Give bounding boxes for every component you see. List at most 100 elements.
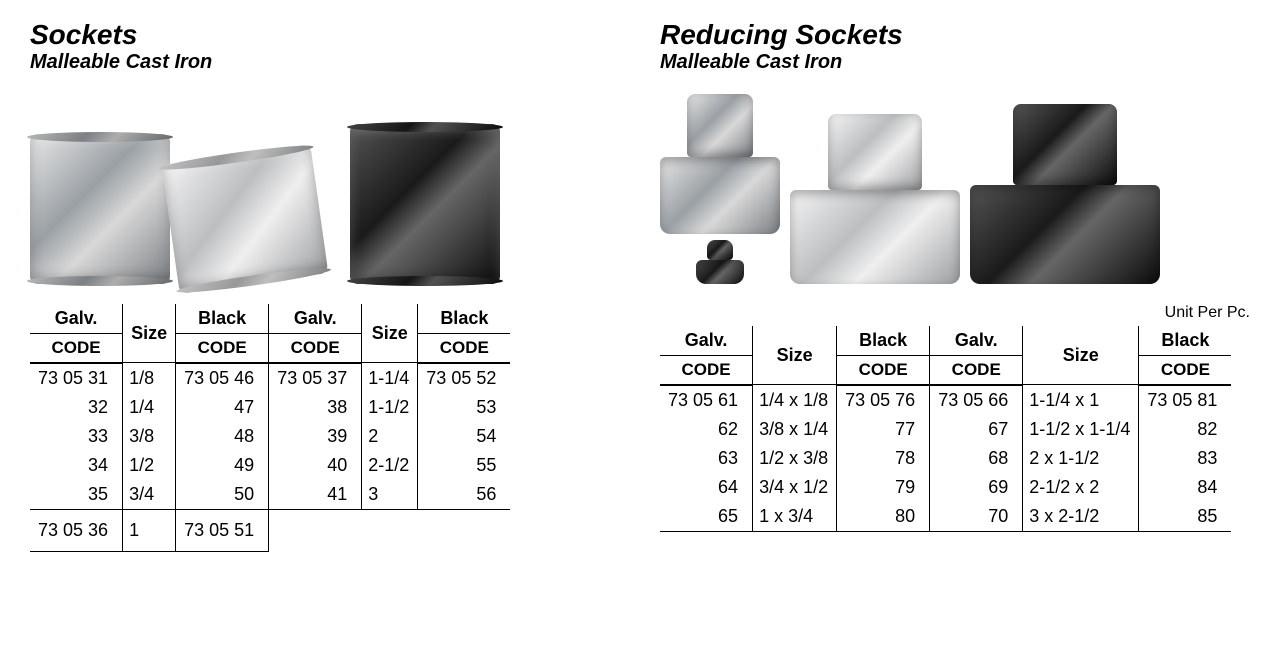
- cell-size: 1-1/4: [362, 363, 418, 393]
- table-row: 643/4 x 1/279692-1/2 x 284: [660, 473, 1231, 502]
- col-size-1: Size: [753, 326, 837, 385]
- col-black-1: Black: [176, 304, 269, 334]
- col-size-1: Size: [123, 304, 176, 363]
- cell-size: 1-1/2: [362, 393, 418, 422]
- cell-galv: 39: [269, 422, 362, 451]
- cell-size: 3: [362, 480, 418, 510]
- cell-galv: 73 05 66: [930, 385, 1023, 415]
- table-row: 353/45041356: [30, 480, 510, 510]
- col-galv-1: Galv.: [660, 326, 753, 356]
- cell-galv: 73 05 37: [269, 363, 362, 393]
- reducer-small-image: [696, 240, 744, 284]
- cell-galv: 65: [660, 502, 753, 532]
- cell-galv: 67: [930, 415, 1023, 444]
- code-label: CODE: [660, 355, 753, 385]
- reducing-title: Reducing Sockets: [660, 20, 1250, 51]
- cell-galv: 32: [30, 393, 123, 422]
- cell-black: 77: [837, 415, 930, 444]
- cell-galv: 34: [30, 451, 123, 480]
- cell-black: 47: [176, 393, 269, 422]
- cell-black: 79: [837, 473, 930, 502]
- table-row-extra: 73 05 36 1 73 05 51: [30, 509, 510, 551]
- col-size-2: Size: [1023, 326, 1139, 385]
- cell-galv: 41: [269, 480, 362, 510]
- cell-black: 82: [1139, 415, 1232, 444]
- cell-size: 1-1/2 x 1-1/4: [1023, 415, 1139, 444]
- cell-size: 1 x 3/4: [753, 502, 837, 532]
- code-label: CODE: [1139, 355, 1232, 385]
- table-row: 333/84839254: [30, 422, 510, 451]
- cell-galv: 38: [269, 393, 362, 422]
- socket-black-image: [350, 124, 500, 284]
- cell-black: 56: [418, 480, 511, 510]
- cell-size: 3/4 x 1/2: [753, 473, 837, 502]
- cell-black: 73 05 52: [418, 363, 511, 393]
- col-galv-1: Galv.: [30, 304, 123, 334]
- cell-black: 80: [837, 502, 930, 532]
- cell-black: 50: [176, 480, 269, 510]
- reducing-sockets-section: Reducing Sockets Malleable Cast Iron Uni…: [660, 20, 1250, 633]
- cell-size: 1/2 x 3/8: [753, 444, 837, 473]
- cell-size: 2: [362, 422, 418, 451]
- cell-size: 3 x 2-1/2: [1023, 502, 1139, 532]
- sockets-rows: 73 05 311/873 05 4673 05 371-1/473 05 52…: [30, 363, 510, 510]
- cell-black: 84: [1139, 473, 1232, 502]
- col-size-2: Size: [362, 304, 418, 363]
- code-label: CODE: [930, 355, 1023, 385]
- cell-size: 1/4 x 1/8: [753, 385, 837, 415]
- reducing-table: Galv. Size Black Galv. Size Black CODE C…: [660, 326, 1231, 532]
- code-label: CODE: [418, 333, 511, 363]
- cell-size: 3/4: [123, 480, 176, 510]
- table-row: 651 x 3/480703 x 2-1/285: [660, 502, 1231, 532]
- cell-black: 73 05 46: [176, 363, 269, 393]
- cell-black: 73 05 76: [837, 385, 930, 415]
- cell-black: 54: [418, 422, 511, 451]
- cell-size: 3/8 x 1/4: [753, 415, 837, 444]
- cell-galv: 70: [930, 502, 1023, 532]
- cell-black: 73 05 51: [176, 509, 269, 551]
- cell-black: 48: [176, 422, 269, 451]
- cell-size: 1-1/4 x 1: [1023, 385, 1139, 415]
- cell-galv: 40: [269, 451, 362, 480]
- sockets-images: [30, 84, 620, 284]
- reducer-silver-image: [790, 114, 960, 284]
- cell-galv: 33: [30, 422, 123, 451]
- code-label: CODE: [176, 333, 269, 363]
- cell-size: 1/8: [123, 363, 176, 393]
- table-row: 341/249402-1/255: [30, 451, 510, 480]
- cell-black: 53: [418, 393, 511, 422]
- code-label: CODE: [837, 355, 930, 385]
- cell-galv: 35: [30, 480, 123, 510]
- cell-size: 2-1/2 x 2: [1023, 473, 1139, 502]
- table-row: 73 05 611/4 x 1/873 05 7673 05 661-1/4 x…: [660, 385, 1231, 415]
- col-black-2: Black: [418, 304, 511, 334]
- col-galv-2: Galv.: [269, 304, 362, 334]
- col-black-1: Black: [837, 326, 930, 356]
- reducing-rows: 73 05 611/4 x 1/873 05 7673 05 661-1/4 x…: [660, 385, 1231, 532]
- table-row: 321/447381-1/253: [30, 393, 510, 422]
- col-galv-2: Galv.: [930, 326, 1023, 356]
- cell-size: 3/8: [123, 422, 176, 451]
- cell-size: 1: [123, 509, 176, 551]
- sockets-section: Sockets Malleable Cast Iron Galv. Size B…: [30, 20, 620, 633]
- sockets-title: Sockets: [30, 20, 620, 51]
- table-row: 631/2 x 3/878682 x 1-1/283: [660, 444, 1231, 473]
- reducing-images: [660, 84, 1250, 284]
- unit-note: Unit Per Pc.: [660, 304, 1250, 322]
- code-label: CODE: [30, 333, 123, 363]
- cell-size: 2-1/2: [362, 451, 418, 480]
- cell-galv: 73 05 31: [30, 363, 123, 393]
- table-row: 623/8 x 1/477671-1/2 x 1-1/482: [660, 415, 1231, 444]
- cell-black: 55: [418, 451, 511, 480]
- cell-black: 78: [837, 444, 930, 473]
- socket-silver-image: [162, 144, 329, 294]
- reducer-galv-image: [660, 94, 780, 234]
- cell-size: 1/2: [123, 451, 176, 480]
- cell-galv: 68: [930, 444, 1023, 473]
- cell-galv: 73 05 61: [660, 385, 753, 415]
- cell-size: 2 x 1-1/2: [1023, 444, 1139, 473]
- cell-galv: 64: [660, 473, 753, 502]
- code-label: CODE: [269, 333, 362, 363]
- cell-black: 73 05 81: [1139, 385, 1232, 415]
- sockets-subtitle: Malleable Cast Iron: [30, 51, 620, 74]
